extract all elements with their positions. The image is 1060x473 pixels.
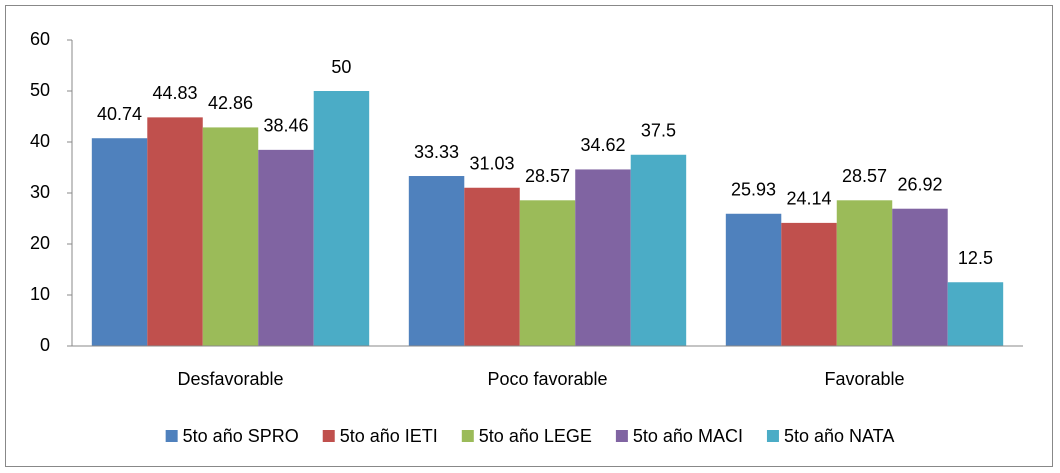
data-label: 37.5 bbox=[641, 121, 676, 141]
bar bbox=[464, 187, 520, 346]
bar bbox=[313, 91, 370, 346]
bar bbox=[892, 208, 948, 346]
y-tick-label: 60 bbox=[30, 29, 50, 49]
data-label: 25.93 bbox=[731, 180, 776, 200]
bar bbox=[725, 213, 782, 346]
data-label: 40.74 bbox=[97, 104, 142, 124]
legend-swatch bbox=[461, 430, 474, 442]
y-tick-label: 10 bbox=[30, 284, 50, 304]
data-label: 34.62 bbox=[580, 135, 625, 155]
data-label: 28.57 bbox=[842, 166, 887, 186]
bar bbox=[519, 200, 576, 346]
data-label: 28.57 bbox=[525, 166, 570, 186]
y-tick-label: 50 bbox=[30, 80, 50, 100]
data-label: 33.33 bbox=[414, 142, 459, 162]
bar bbox=[630, 154, 687, 346]
data-label: 26.92 bbox=[897, 174, 942, 194]
bar bbox=[147, 117, 203, 346]
x-tick-label: Desfavorable bbox=[177, 369, 283, 389]
legend-swatch bbox=[615, 430, 628, 442]
bar bbox=[947, 282, 1004, 346]
data-label: 12.5 bbox=[958, 248, 993, 268]
data-label: 24.14 bbox=[787, 189, 832, 209]
legend-label: 5to año IETI bbox=[340, 426, 438, 446]
bar bbox=[91, 138, 148, 346]
bar bbox=[836, 200, 893, 346]
data-label: 42.86 bbox=[208, 93, 253, 113]
data-label: 31.03 bbox=[470, 153, 515, 173]
data-label: 50 bbox=[331, 57, 351, 77]
bar bbox=[408, 176, 465, 346]
legend-swatch bbox=[165, 430, 178, 442]
y-tick-label: 0 bbox=[40, 335, 50, 355]
bar bbox=[575, 169, 631, 346]
legend-swatch bbox=[322, 430, 335, 442]
legend-label: 5to año MACI bbox=[633, 426, 743, 446]
x-tick-label: Poco favorable bbox=[487, 369, 607, 389]
x-tick-label: Favorable bbox=[824, 369, 904, 389]
legend-label: 5to año SPRO bbox=[183, 426, 299, 446]
bar bbox=[258, 149, 314, 346]
legend-label: 5to año LEGE bbox=[479, 426, 592, 446]
y-tick-label: 40 bbox=[30, 131, 50, 151]
bar bbox=[781, 222, 837, 346]
legend-swatch bbox=[766, 430, 779, 442]
y-tick-label: 30 bbox=[30, 182, 50, 202]
bar bbox=[202, 127, 259, 346]
data-label: 38.46 bbox=[263, 116, 308, 136]
legend-label: 5to año NATA bbox=[784, 426, 894, 446]
data-label: 44.83 bbox=[153, 83, 198, 103]
y-tick-label: 20 bbox=[30, 233, 50, 253]
